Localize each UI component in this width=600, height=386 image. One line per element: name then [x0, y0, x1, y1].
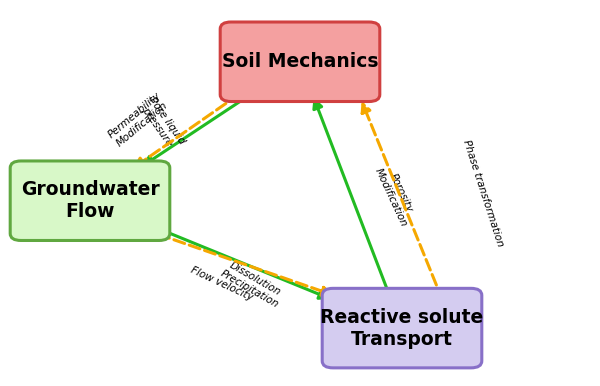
Text: Pore liquid
pressure: Pore liquid pressure: [137, 95, 187, 152]
Text: Reactive solute
Transport: Reactive solute Transport: [320, 308, 484, 349]
Text: Permeability
Modification: Permeability Modification: [106, 90, 170, 149]
Text: Groundwater
Flow: Groundwater Flow: [20, 180, 160, 221]
FancyBboxPatch shape: [322, 288, 482, 368]
FancyBboxPatch shape: [220, 22, 380, 102]
Text: Phase transformation: Phase transformation: [461, 138, 505, 248]
Text: Porosity
Modification: Porosity Modification: [373, 162, 419, 228]
FancyBboxPatch shape: [10, 161, 170, 240]
Text: Flow velocity: Flow velocity: [189, 265, 255, 303]
Text: Soil Mechanics: Soil Mechanics: [222, 52, 378, 71]
Text: Dissolution
Precipitation: Dissolution Precipitation: [218, 258, 286, 310]
